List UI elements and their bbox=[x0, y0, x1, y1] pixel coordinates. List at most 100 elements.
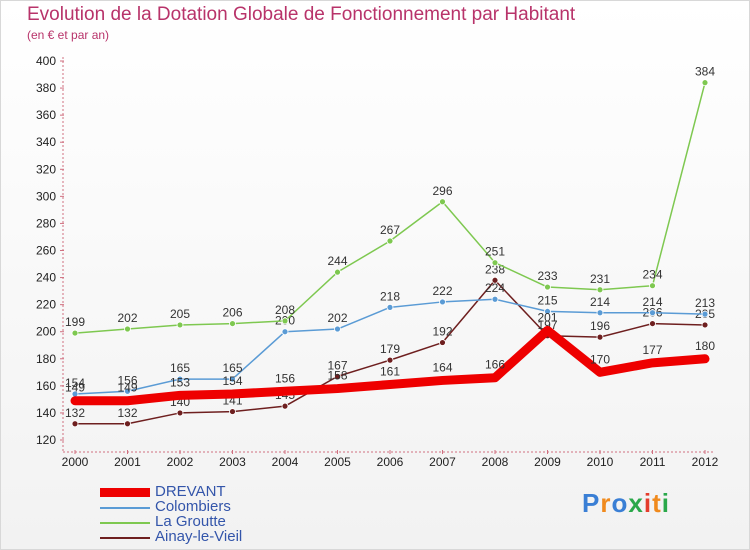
data-point-ainay-le-vieil bbox=[491, 276, 499, 284]
proxiti-logo: Proxiti bbox=[582, 488, 670, 519]
legend-swatch-ainay-le-vieil bbox=[100, 537, 150, 539]
data-label-la-groutte: 205 bbox=[170, 307, 190, 321]
data-point-la-groutte bbox=[439, 198, 446, 206]
data-point-la-groutte bbox=[124, 325, 131, 333]
y-tick-label: 120 bbox=[36, 433, 56, 447]
y-tick-label: 220 bbox=[36, 298, 56, 312]
data-point-la-groutte bbox=[701, 79, 709, 87]
data-label-drevant: 164 bbox=[432, 360, 452, 374]
data-point-ainay-le-vieil bbox=[701, 321, 709, 329]
legend-swatch-drevant bbox=[100, 488, 150, 497]
data-point-ainay-le-vieil bbox=[124, 420, 131, 428]
logo-letter: P bbox=[582, 488, 601, 518]
y-tick-label: 240 bbox=[36, 271, 56, 285]
data-label-la-groutte: 233 bbox=[537, 269, 557, 283]
data-label-ainay-le-vieil: 132 bbox=[117, 406, 137, 420]
y-tick-label: 320 bbox=[36, 162, 56, 176]
data-point-colombiers bbox=[386, 303, 394, 311]
legend-item-colombiers: Colombiers bbox=[100, 498, 300, 515]
y-tick-label: 400 bbox=[36, 54, 56, 68]
data-point-ainay-le-vieil bbox=[596, 333, 604, 341]
data-label-la-groutte: 244 bbox=[327, 254, 347, 268]
data-point-la-groutte bbox=[176, 321, 184, 329]
data-label-colombiers: 156 bbox=[117, 373, 137, 387]
data-label-la-groutte: 384 bbox=[695, 65, 715, 79]
data-label-ainay-le-vieil: 167 bbox=[327, 358, 347, 372]
logo-letter: x bbox=[628, 488, 644, 518]
series-line-drevant bbox=[70, 325, 710, 406]
data-label-ainay-le-vieil: 197 bbox=[537, 318, 557, 332]
y-tick-label: 260 bbox=[36, 244, 56, 258]
logo-letter: t bbox=[652, 488, 662, 518]
data-label-drevant: 201 bbox=[537, 310, 557, 324]
data-point-la-groutte bbox=[544, 283, 551, 291]
data-point-ainay-le-vieil bbox=[281, 402, 289, 410]
data-label-colombiers: 213 bbox=[695, 296, 715, 310]
data-label-la-groutte: 208 bbox=[275, 303, 295, 317]
y-tick-label: 200 bbox=[36, 325, 56, 339]
data-point-ainay-le-vieil bbox=[71, 420, 79, 428]
data-label-la-groutte: 231 bbox=[590, 272, 610, 286]
data-label-la-groutte: 202 bbox=[117, 311, 137, 325]
data-label-la-groutte: 199 bbox=[65, 315, 85, 329]
data-label-la-groutte: 267 bbox=[380, 223, 400, 237]
y-tick-label: 180 bbox=[36, 352, 56, 366]
data-label-drevant: 153 bbox=[170, 375, 190, 389]
x-tick-label: 2011 bbox=[640, 455, 666, 469]
data-point-ainay-le-vieil bbox=[386, 356, 394, 364]
data-label-drevant: 161 bbox=[380, 365, 400, 379]
data-point-la-groutte bbox=[281, 317, 289, 325]
y-tick-label: 300 bbox=[36, 189, 56, 203]
legend-swatch-colombiers bbox=[100, 507, 150, 509]
data-point-colombiers bbox=[439, 298, 446, 306]
data-point-la-groutte bbox=[229, 320, 236, 327]
y-tick-label: 380 bbox=[36, 81, 56, 95]
data-label-drevant: 149 bbox=[117, 381, 137, 395]
data-label-colombiers: 214 bbox=[590, 295, 610, 309]
legend-item-drevant: DREVANT bbox=[100, 483, 300, 500]
data-point-la-groutte bbox=[386, 237, 394, 245]
data-label-colombiers: 202 bbox=[327, 311, 347, 325]
data-point-ainay-le-vieil bbox=[229, 408, 236, 415]
data-point-la-groutte bbox=[596, 286, 604, 294]
x-tick-label: 2009 bbox=[534, 455, 561, 469]
data-point-colombiers bbox=[124, 387, 131, 395]
x-tick-label: 2006 bbox=[377, 455, 404, 469]
data-label-colombiers: 154 bbox=[65, 376, 85, 390]
logo-letter: r bbox=[600, 488, 612, 518]
x-tick-label: 2008 bbox=[482, 455, 509, 469]
data-label-drevant: 156 bbox=[275, 371, 295, 385]
y-tick-label: 140 bbox=[36, 406, 56, 420]
x-tick-label: 2007 bbox=[429, 455, 456, 469]
data-label-colombiers: 165 bbox=[222, 361, 242, 375]
legend-item-ainay-le-vieil: Ainay-le-Vieil bbox=[100, 528, 300, 545]
data-label-colombiers: 165 bbox=[170, 361, 190, 375]
data-label-la-groutte: 296 bbox=[432, 184, 452, 198]
data-label-la-groutte: 234 bbox=[642, 268, 662, 282]
data-label-drevant: 154 bbox=[222, 374, 242, 388]
x-tick-label: 2004 bbox=[272, 455, 299, 469]
data-point-colombiers bbox=[649, 309, 656, 317]
data-point-colombiers bbox=[491, 295, 499, 303]
data-label-drevant: 166 bbox=[485, 358, 505, 372]
chart-subtitle: (en € et par an) bbox=[27, 28, 110, 42]
legend-label-colombiers: Colombiers bbox=[155, 498, 231, 515]
data-point-colombiers bbox=[176, 375, 184, 383]
logo-letter: i bbox=[661, 488, 670, 518]
logo-letter: o bbox=[611, 488, 629, 518]
data-label-colombiers: 222 bbox=[432, 284, 452, 298]
data-point-colombiers bbox=[596, 309, 604, 317]
data-label-la-groutte: 206 bbox=[222, 306, 242, 320]
x-tick-label: 2003 bbox=[219, 455, 246, 469]
data-point-ainay-le-vieil bbox=[439, 339, 446, 346]
data-point-la-groutte bbox=[71, 329, 79, 337]
y-tick-label: 360 bbox=[36, 108, 56, 122]
legend-item-la-groutte: La Groutte bbox=[100, 513, 300, 530]
x-tick-label: 2001 bbox=[114, 455, 141, 469]
x-tick-label: 2010 bbox=[587, 455, 614, 469]
x-tick-label: 2012 bbox=[692, 455, 719, 469]
data-point-la-groutte bbox=[334, 268, 341, 276]
line-chart: 120 140 160 180 200 220 240 260 280 300 320 340 360 3… bbox=[36, 54, 719, 469]
x-tick-label: 2000 bbox=[62, 455, 89, 469]
data-point-ainay-le-vieil bbox=[176, 409, 184, 417]
